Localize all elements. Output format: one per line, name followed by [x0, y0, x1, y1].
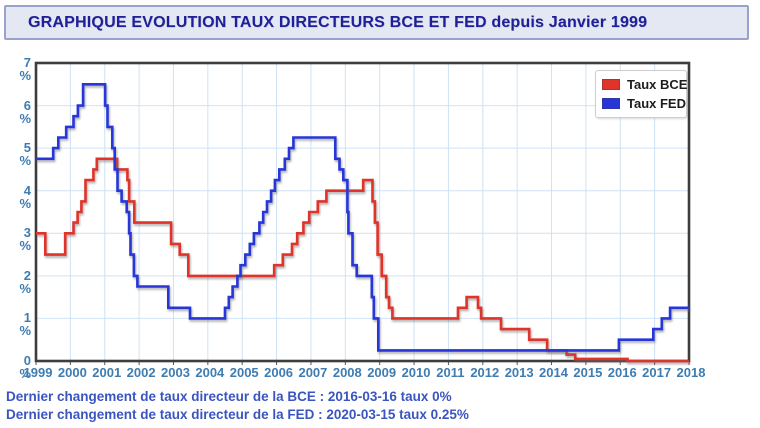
- x-tick-label: 1999: [23, 365, 53, 380]
- x-tick-label: 2018: [676, 365, 706, 380]
- legend-item-bce: Taux BCE: [602, 75, 687, 94]
- bce-color-swatch: [602, 79, 620, 90]
- x-tick-label: 2004: [195, 365, 225, 380]
- page-title: GRAPHIQUE EVOLUTION TAUX DIRECTEURS BCE …: [28, 13, 648, 31]
- y-tick-label: 4%: [19, 182, 31, 211]
- x-tick-label: 2013: [504, 365, 534, 380]
- plot-frame: [34, 61, 691, 363]
- x-tick-label: 2011: [436, 365, 465, 380]
- x-tick-label: 2017: [642, 365, 672, 380]
- y-tick-label: 0%: [19, 353, 31, 381]
- series-bce: [36, 157, 689, 363]
- x-tick-label: 2009: [367, 365, 397, 380]
- x-tick-label: 2000: [57, 365, 87, 380]
- plot-area: [34, 61, 691, 365]
- x-tick-label: 2008: [332, 365, 362, 380]
- x-tick-label: 2001: [92, 365, 122, 380]
- footnote-bce: Dernier changement de taux directeur de …: [6, 389, 452, 404]
- y-tick-label: 3%: [19, 225, 31, 254]
- rates-chart: Taux BCE Taux FED 0% 1% 2% 3% 4% 5% 6% 7% 1999 20…: [0, 45, 760, 390]
- fed-color-swatch: [602, 98, 620, 109]
- footnote-fed: Dernier changement de taux directeur de …: [6, 407, 469, 422]
- x-tick-label: 2002: [126, 365, 156, 380]
- legend-item-fed: Taux FED: [602, 94, 686, 113]
- title-bar: GRAPHIQUE EVOLUTION TAUX DIRECTEURS BCE …: [4, 5, 749, 40]
- x-tick-label: 2014: [539, 365, 568, 380]
- y-tick-label: 5%: [19, 140, 31, 169]
- series-fed: [36, 82, 689, 352]
- y-tick-label: 2%: [19, 267, 31, 296]
- y-tick-label: 1%: [19, 310, 31, 339]
- x-tick-label: 2016: [607, 365, 637, 380]
- legend-label-bce: Taux BCE: [627, 77, 688, 92]
- x-tick-label: 2010: [401, 365, 431, 380]
- chart-legend: Taux BCE Taux FED: [595, 70, 687, 118]
- x-tick-label: 2006: [264, 365, 294, 380]
- x-tick-label: 2005: [229, 365, 259, 380]
- x-tick-label: 2007: [298, 365, 328, 380]
- y-tick-label: 6%: [19, 97, 31, 126]
- x-tick-label: 2012: [470, 365, 500, 380]
- footnotes: Dernier changement de taux directeur de …: [6, 388, 469, 424]
- legend-label-fed: Taux FED: [627, 96, 686, 111]
- x-tick-label: 2015: [573, 365, 603, 380]
- y-tick-label: 7%: [19, 55, 31, 83]
- x-tick-label: 2003: [161, 365, 190, 380]
